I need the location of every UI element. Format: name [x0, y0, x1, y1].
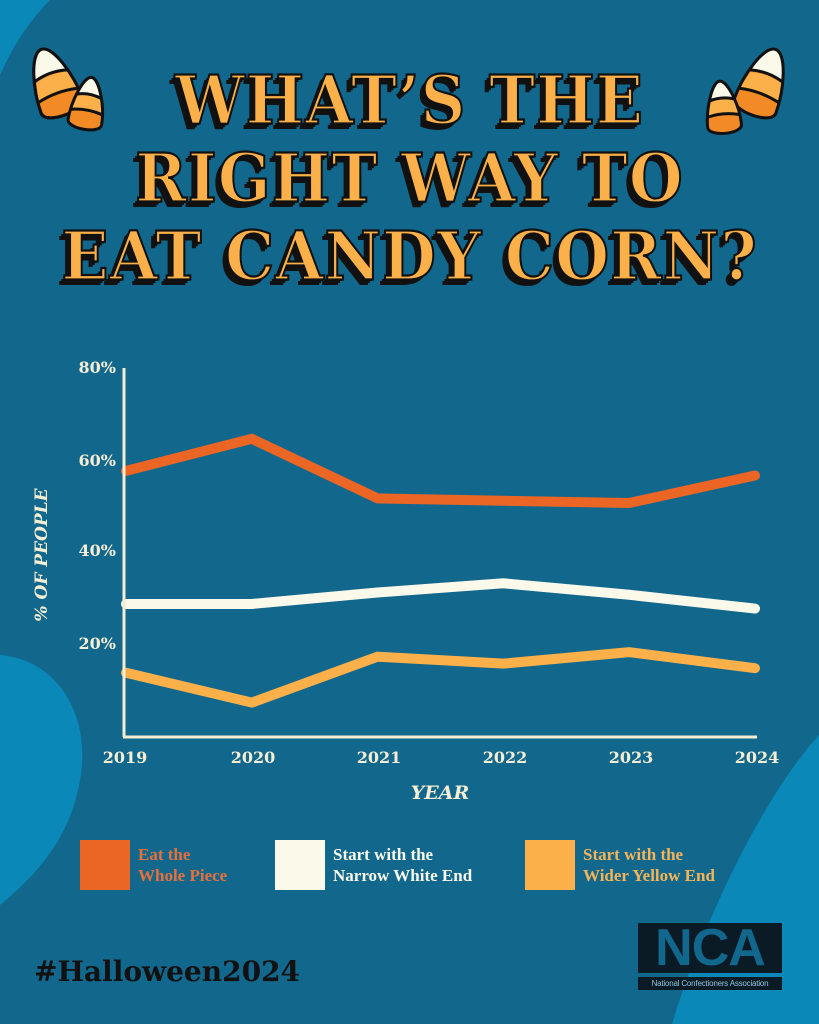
x-tick-2022: 2022 — [482, 748, 528, 767]
legend-swatch-yellow — [525, 840, 575, 890]
legend-label-line1: Eat the — [138, 845, 191, 864]
nca-logo: NCA National Confectioners Association — [638, 922, 782, 990]
y-tick-60: 60% — [78, 451, 116, 470]
legend-label-line1: Start with the — [583, 845, 684, 864]
y-axis-label: % OF PEOPLE — [32, 488, 52, 622]
legend-item-narrow-white: Start with the Narrow White End — [275, 840, 472, 890]
x-tick-2023: 2023 — [608, 748, 654, 767]
x-tick-2019: 2019 — [102, 748, 148, 767]
y-tick-20: 20% — [78, 634, 116, 653]
legend-item-wider-yellow: Start with the Wider Yellow End — [525, 840, 715, 890]
logo-organization-name: National Confectioners Association — [638, 977, 782, 990]
logo-letters: NCA — [638, 922, 782, 974]
x-tick-2020: 2020 — [230, 748, 276, 767]
legend-label-line2: Whole Piece — [138, 866, 228, 885]
candy-corn-icon-left — [32, 47, 104, 132]
y-tick-40: 40% — [78, 541, 116, 560]
chart-series — [121, 433, 760, 708]
series-line-2 — [121, 647, 760, 708]
hashtag: #Halloween2024 — [34, 955, 301, 988]
legend-item-whole-piece: Eat the Whole Piece — [80, 840, 227, 890]
legend-label-line2: Wider Yellow End — [583, 866, 715, 885]
title-line-2: RIGHT WAY TO — [134, 138, 684, 219]
legend-swatch-orange — [80, 840, 130, 890]
legend-swatch-white — [275, 840, 325, 890]
legend-label-line1: Start with the — [333, 845, 434, 864]
legend-label-line2: Narrow White End — [333, 866, 473, 885]
series-line-1 — [121, 578, 760, 614]
title-line-1: WHAT’S THE — [174, 60, 644, 141]
title-line-3: EAT CANDY CORN? — [60, 216, 758, 297]
candy-corn-icon-right — [705, 47, 785, 135]
y-tick-80: 80% — [78, 358, 116, 377]
series-line-0 — [121, 433, 760, 509]
x-axis-label: YEAR — [410, 782, 470, 804]
x-tick-2024: 2024 — [734, 748, 780, 767]
page-title: WHAT’S THE RIGHT WAY TO EAT CANDY CORN? — [0, 60, 819, 297]
x-tick-2021: 2021 — [356, 748, 402, 767]
